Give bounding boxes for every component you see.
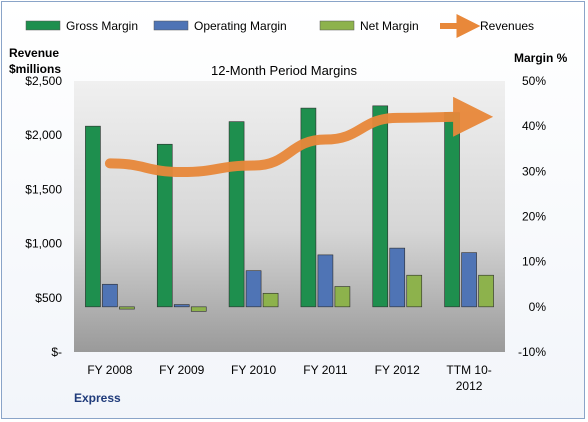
left-tick-label: $2,000 <box>25 128 62 142</box>
category-label: FY 2010 <box>231 363 276 377</box>
bar-gross-margin <box>156 143 173 308</box>
bar-net-margin <box>334 286 351 308</box>
category-label: FY 2008 <box>87 363 132 377</box>
category-label: FY 2011 <box>303 363 348 377</box>
left-tick-label: $500 <box>35 291 62 305</box>
left-tick-label: $- <box>51 345 62 359</box>
legend-label-3: Revenues <box>480 19 534 33</box>
bar-operating-margin <box>317 254 334 308</box>
chart-title: 12-Month Period Margins <box>211 63 357 78</box>
bar-gross-margin <box>228 121 245 308</box>
right-axis-ticks: -10% 0% 10% 20% 30% 40% 50% <box>518 74 546 359</box>
category-label: 2012 <box>456 379 483 393</box>
legend-label-2: Net Margin <box>360 19 419 33</box>
bar-gross-margin <box>444 112 460 308</box>
revenue-line <box>104 96 494 178</box>
right-tick-label: 40% <box>522 119 546 133</box>
bar-net-margin <box>478 274 494 308</box>
bar-net-margin <box>262 292 279 308</box>
right-tick-label: 30% <box>522 164 546 178</box>
right-tick-label: 0% <box>529 300 547 314</box>
bars <box>85 105 494 312</box>
bar-gross-margin <box>85 125 101 308</box>
right-tick-label: -10% <box>518 345 546 359</box>
bar-gross-margin <box>300 107 317 308</box>
right-tick-label: 20% <box>522 210 546 224</box>
category-label: FY 2012 <box>375 363 420 377</box>
left-axis-ticks: $- $500 $1,000 $1,500 $2,000 $2,500 <box>25 74 62 359</box>
right-axis-title: Margin % <box>514 51 568 65</box>
left-axis-title-line1: Revenue <box>9 46 59 60</box>
left-tick-label: $1,000 <box>25 237 62 251</box>
bar-operating-margin <box>461 252 477 308</box>
bar-operating-margin <box>389 247 406 308</box>
bar-net-margin <box>406 274 423 308</box>
bar-operating-margin <box>102 283 118 308</box>
legend-label-1: Operating Margin <box>194 19 287 33</box>
legend-swatch-1 <box>153 20 189 31</box>
category-label: TTM 10- <box>446 363 491 377</box>
bar-net-margin <box>190 306 207 312</box>
right-tick-label: 10% <box>522 255 546 269</box>
legend: Gross Margin Operating Margin Net Margin Re… <box>25 14 534 38</box>
bar-operating-margin <box>245 270 262 308</box>
plot-area <box>74 81 505 352</box>
category-label: FY 2009 <box>159 363 204 377</box>
bar-net-margin <box>119 306 135 310</box>
legend-swatch-0 <box>25 20 61 31</box>
legend-swatch-2 <box>319 20 355 31</box>
bar-gross-margin <box>372 105 389 308</box>
category-labels: FY 2008 FY 2009 FY 2010 FY 2011 FY 2012 TTM 1… <box>87 363 491 393</box>
left-tick-label: $1,500 <box>25 182 62 196</box>
series-line-revenues <box>104 96 494 178</box>
bar-operating-margin <box>173 304 190 308</box>
left-tick-label: $2,500 <box>25 74 62 88</box>
legend-label-0: Gross Margin <box>66 19 138 33</box>
footer-label: Express <box>74 391 121 405</box>
left-axis-title-line2: $millions <box>9 62 61 76</box>
right-tick-label: 50% <box>522 74 546 88</box>
